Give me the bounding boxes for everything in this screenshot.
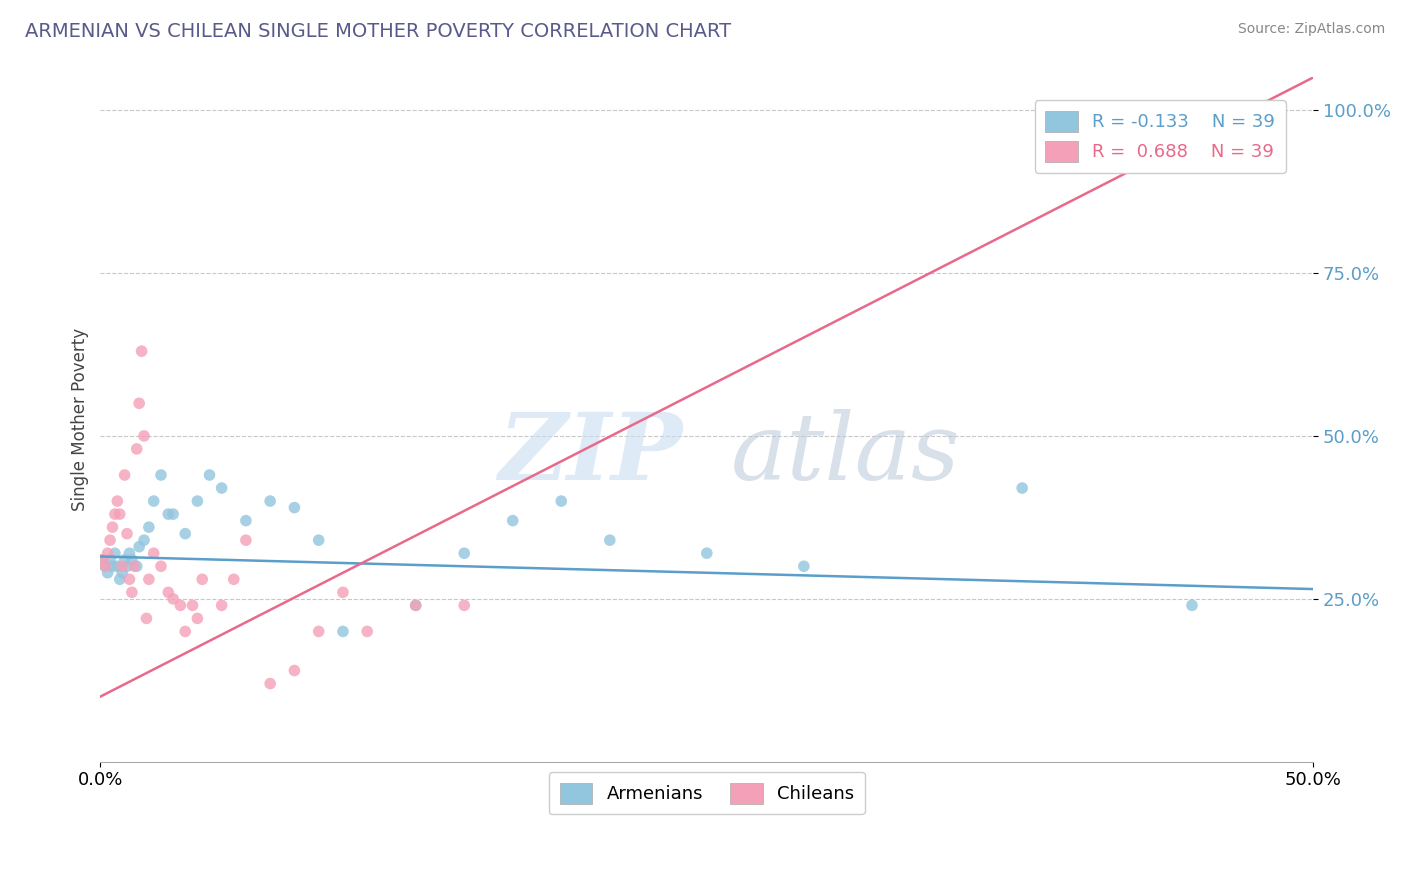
Point [132,429,155,443]
Point [198,468,221,483]
Point [135,611,157,625]
Text: atlas: atlas [731,409,960,499]
Point [98,533,121,548]
Point [332,624,354,639]
Point [1011,481,1033,495]
Point [91,553,114,567]
Point [332,585,354,599]
Point [115,559,138,574]
Point [104,507,127,521]
Point [142,494,165,508]
Point [235,533,257,548]
Point [115,526,138,541]
Point [101,520,124,534]
Point [453,599,475,613]
Point [105,559,128,574]
Point [150,559,173,574]
Point [181,599,204,613]
Point [118,572,141,586]
Point [283,500,305,515]
Point [599,533,621,548]
Point [550,494,572,508]
Y-axis label: Single Mother Poverty: Single Mother Poverty [72,328,89,511]
Point [91,553,114,567]
Point [174,624,197,639]
Point [1181,599,1204,613]
Text: ARMENIAN VS CHILEAN SINGLE MOTHER POVERTY CORRELATION CHART: ARMENIAN VS CHILEAN SINGLE MOTHER POVERT… [25,22,731,41]
Point [94,559,117,574]
Point [98,553,121,567]
Point [259,676,281,690]
Point [356,624,378,639]
Point [105,494,128,508]
Point [453,546,475,560]
Text: ZIP: ZIP [498,409,682,499]
Point [222,572,245,586]
Point [131,344,153,359]
Point [104,546,127,560]
Point [114,553,136,567]
Point [138,572,160,586]
Point [121,585,143,599]
Text: Source: ZipAtlas.com: Source: ZipAtlas.com [1237,22,1385,37]
Point [111,566,134,580]
Point [101,559,124,574]
Point [174,526,197,541]
Point [283,664,305,678]
Point [162,591,184,606]
Point [405,599,427,613]
Point [118,546,141,560]
Point [191,572,214,586]
Point [128,396,150,410]
Point [138,520,160,534]
Point [124,559,146,574]
Point [259,494,281,508]
Point [169,599,191,613]
Point [111,559,134,574]
Point [308,624,330,639]
Point [235,514,257,528]
Point [121,553,143,567]
Point [108,507,131,521]
Point [186,611,208,625]
Point [793,559,815,574]
Point [97,566,120,580]
Point [94,559,117,574]
Point [142,546,165,560]
Point [125,559,148,574]
Point [132,533,155,548]
Point [125,442,148,456]
Point [502,514,524,528]
Point [114,468,136,483]
Legend: Armenians, Chileans: Armenians, Chileans [548,772,865,814]
Point [162,507,184,521]
Point [108,572,131,586]
Point [405,599,427,613]
Point [157,507,180,521]
Point [150,468,173,483]
Point [128,540,150,554]
Point [186,494,208,508]
Point [308,533,330,548]
Point [696,546,718,560]
Point [97,546,120,560]
Point [211,481,233,495]
Point [211,599,233,613]
Point [157,585,180,599]
